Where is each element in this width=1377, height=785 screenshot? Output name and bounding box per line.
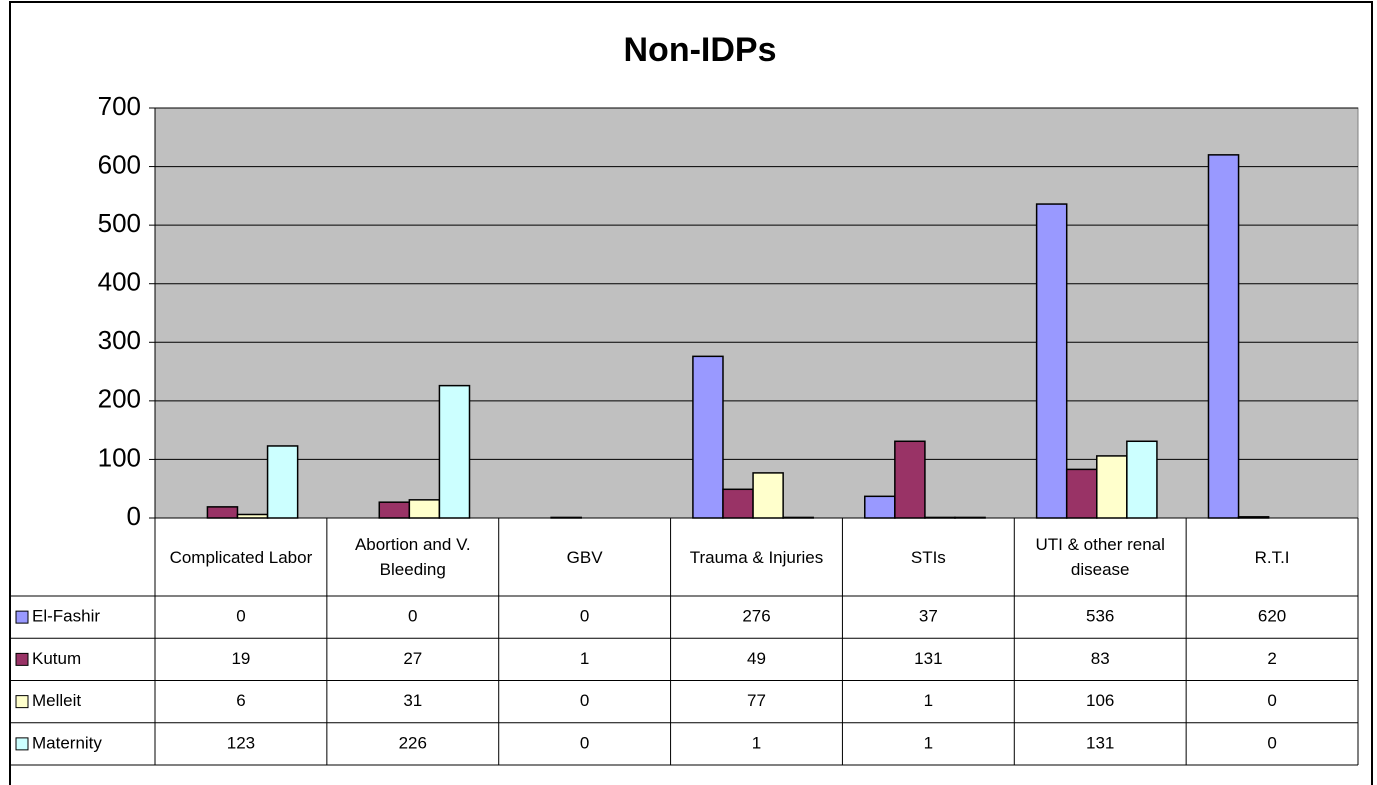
table-value: 49 bbox=[747, 649, 766, 668]
table-value: 2 bbox=[1267, 649, 1276, 668]
y-tick-label: 100 bbox=[98, 442, 141, 472]
table-value: 1 bbox=[924, 733, 933, 752]
x-tick-label: Trauma & Injuries bbox=[689, 547, 824, 567]
category-cell: Trauma & Injuries bbox=[689, 547, 824, 567]
x-tick-label: R.T.I bbox=[1254, 547, 1290, 567]
bar bbox=[1065, 468, 1098, 519]
bar bbox=[692, 355, 724, 519]
legend-swatch bbox=[15, 737, 29, 751]
table-value: 6 bbox=[236, 691, 245, 710]
bar bbox=[206, 506, 239, 519]
table-value: 0 bbox=[580, 691, 589, 710]
table-value: 106 bbox=[1086, 691, 1114, 710]
legend-label: El-Fashir bbox=[32, 607, 100, 626]
legend-swatch bbox=[15, 610, 29, 624]
legend-swatch bbox=[15, 652, 29, 666]
table-value: 1 bbox=[752, 733, 761, 752]
bar bbox=[378, 501, 411, 519]
bar bbox=[1207, 154, 1240, 519]
bar bbox=[1035, 203, 1068, 519]
category-cell: GBV bbox=[566, 547, 603, 567]
table-value: 131 bbox=[914, 649, 942, 668]
y-tick-label: 700 bbox=[98, 91, 141, 121]
x-tick-label: Complicated Labor bbox=[169, 547, 313, 567]
table-value: 131 bbox=[1086, 733, 1114, 752]
category-cell: STIs bbox=[910, 547, 946, 567]
table-value: 620 bbox=[1258, 607, 1286, 626]
bar bbox=[864, 495, 896, 519]
x-tick-label: GBV bbox=[566, 547, 603, 567]
y-tick-label: 400 bbox=[98, 267, 141, 297]
category-cell: R.T.I bbox=[1254, 547, 1290, 567]
bar bbox=[236, 513, 269, 519]
table-value: 1 bbox=[580, 649, 589, 668]
table-value: 0 bbox=[1267, 733, 1276, 752]
bar bbox=[408, 499, 441, 519]
table-value: 226 bbox=[399, 733, 427, 752]
bar bbox=[894, 440, 926, 519]
category-cell: Complicated Labor bbox=[169, 547, 313, 567]
chart-title: Non-IDPs bbox=[624, 31, 777, 69]
bar bbox=[722, 488, 754, 519]
x-tick-label: UTI & other renal disease bbox=[1035, 535, 1165, 579]
y-tick-label: 300 bbox=[98, 325, 141, 355]
plot-area bbox=[154, 107, 1359, 519]
x-tick-label: Abortion and V. Bleeding bbox=[354, 535, 471, 579]
table-value: 536 bbox=[1086, 607, 1114, 626]
bar bbox=[1096, 455, 1128, 519]
table-value: 0 bbox=[236, 607, 245, 626]
table-value: 276 bbox=[742, 607, 770, 626]
table-value: 0 bbox=[1267, 691, 1276, 710]
legend-swatch bbox=[15, 695, 29, 709]
y-tick-label: 200 bbox=[98, 384, 141, 414]
table-value: 37 bbox=[919, 607, 938, 626]
table-value: 1 bbox=[924, 691, 933, 710]
y-tick-label: 0 bbox=[127, 501, 141, 531]
legend-label: Maternity bbox=[32, 733, 102, 752]
table-value: 27 bbox=[403, 649, 422, 668]
table-value: 0 bbox=[408, 607, 417, 626]
y-tick-label: 600 bbox=[98, 149, 141, 179]
legend-label: Kutum bbox=[32, 649, 81, 668]
bar bbox=[438, 384, 471, 519]
bar bbox=[266, 445, 299, 519]
table-value: 123 bbox=[227, 733, 255, 752]
x-tick-label: STIs bbox=[910, 547, 946, 567]
legend-label: Melleit bbox=[32, 691, 81, 710]
bar bbox=[1126, 440, 1158, 519]
table-value: 0 bbox=[580, 733, 589, 752]
table-value: 31 bbox=[403, 691, 422, 710]
table-value: 0 bbox=[580, 607, 589, 626]
category-cell: Abortion and V. Bleeding bbox=[354, 535, 471, 579]
table-value: 83 bbox=[1091, 649, 1110, 668]
bar bbox=[752, 472, 784, 519]
y-tick-label: 500 bbox=[98, 208, 141, 238]
category-cell: UTI & other renal disease bbox=[1035, 535, 1165, 579]
table-value: 19 bbox=[231, 649, 250, 668]
table-value: 77 bbox=[747, 691, 766, 710]
